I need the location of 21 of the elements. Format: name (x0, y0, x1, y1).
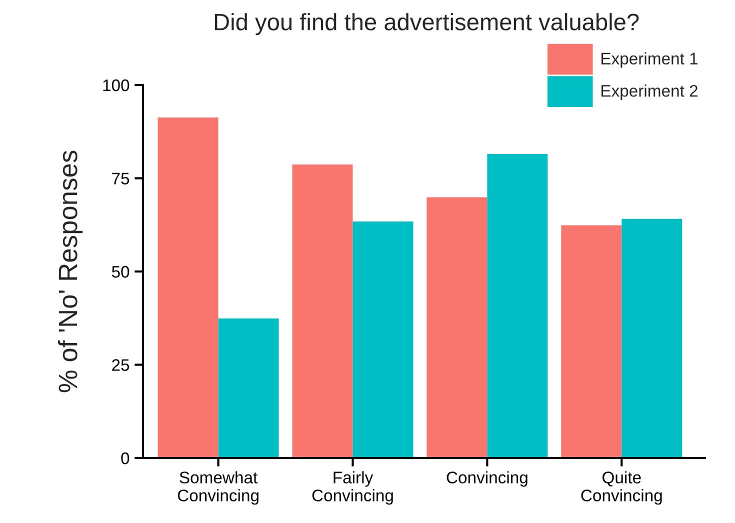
bar (292, 164, 353, 458)
y-tick-label: 100 (103, 79, 130, 92)
y-tick-label: 50 (112, 266, 130, 278)
bar (218, 318, 279, 458)
bar (426, 197, 488, 458)
bar (561, 225, 622, 458)
chart-title: Did you find the advertisement valuable? (214, 13, 639, 36)
x-tick-label: Quite Convincing (581, 471, 662, 505)
x-tick-label: Convincing (446, 471, 528, 487)
legend-label: Experiment 1 (602, 52, 698, 68)
y-axis-title: % of 'No' Responses (58, 150, 83, 392)
y-tick-label: 25 (112, 359, 130, 371)
bar (487, 154, 548, 458)
bar (158, 117, 218, 458)
bar (352, 222, 414, 458)
legend-label: Experiment 2 (602, 84, 698, 100)
y-tick-label: 75 (112, 172, 130, 184)
x-tick-label: Somewhat Convincing (178, 471, 258, 505)
x-tick-label: Fairly Convincing (312, 471, 393, 505)
y-tick-label: 0 (121, 452, 130, 464)
bar (622, 218, 682, 458)
